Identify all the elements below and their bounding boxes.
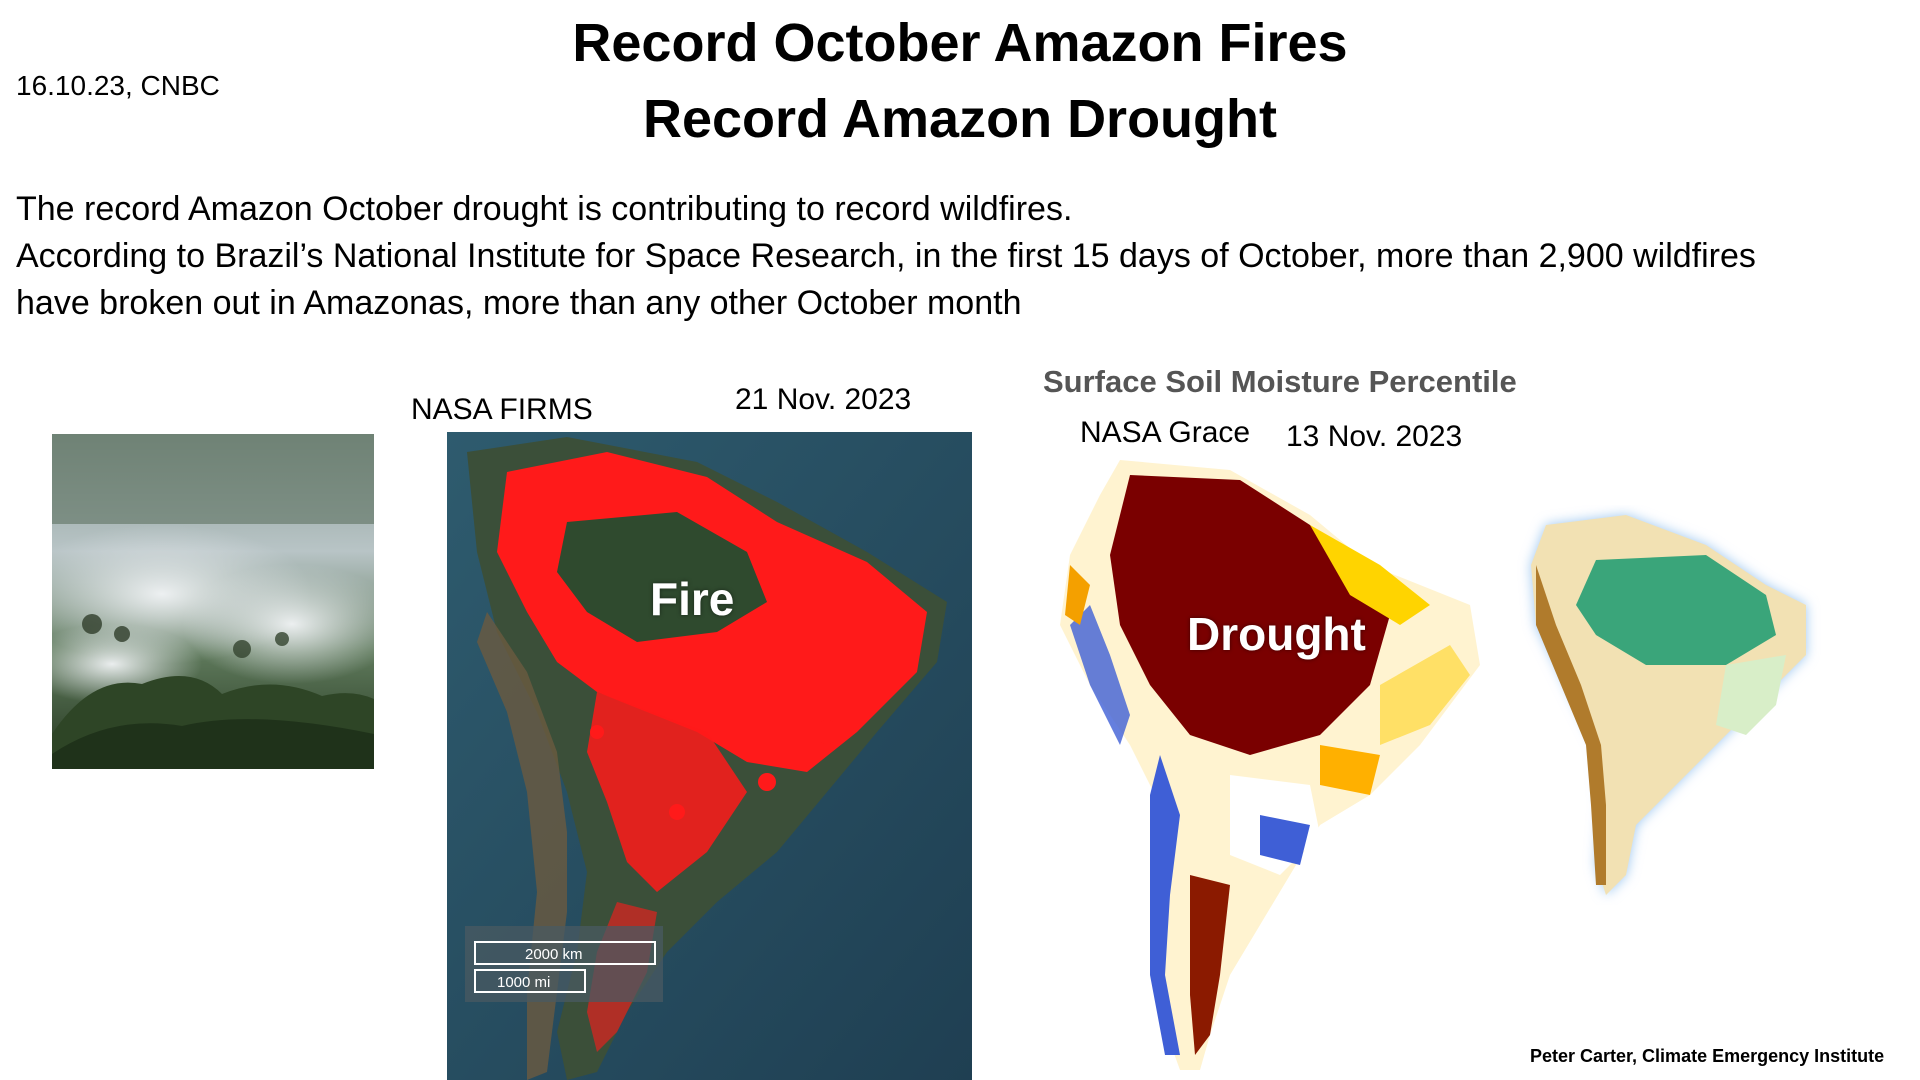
body-line-1: The record Amazon October drought is con… xyxy=(16,190,1073,228)
reference-physical-map xyxy=(1531,515,1806,895)
firms-source-label: NASA FIRMS xyxy=(411,393,593,426)
slide-title-line1: Record October Amazon Fires xyxy=(572,13,1348,73)
scale-km-text: 2000 km xyxy=(525,946,583,963)
scale-mi-text: 1000 mi xyxy=(497,974,550,991)
grace-source-label: NASA Grace xyxy=(1080,416,1251,449)
fire-map: 2000 km 1000 mi xyxy=(447,432,972,1080)
body-line-2: According to Brazil’s National Institute… xyxy=(16,237,1756,275)
firms-date-label: 21 Nov. 2023 xyxy=(735,383,912,416)
grace-date-label: 13 Nov. 2023 xyxy=(1286,420,1463,453)
body-text: The record Amazon October drought is con… xyxy=(16,186,1906,327)
grace-map-title: Surface Soil Moisture Percentile xyxy=(1043,364,1517,399)
fire-overlay-label: Fire xyxy=(650,573,735,625)
forest-smoke-photo xyxy=(52,434,374,769)
drought-overlay-label: Drought xyxy=(1187,608,1366,660)
date-source-label: 16.10.23, CNBC xyxy=(16,70,220,101)
body-line-3: have broken out in Amazonas, more than a… xyxy=(16,284,1022,322)
credit-label: Peter Carter, Climate Emergency Institut… xyxy=(1530,1046,1885,1066)
slide-title-line2: Record Amazon Drought xyxy=(643,89,1277,149)
drought-map xyxy=(1060,460,1480,1070)
